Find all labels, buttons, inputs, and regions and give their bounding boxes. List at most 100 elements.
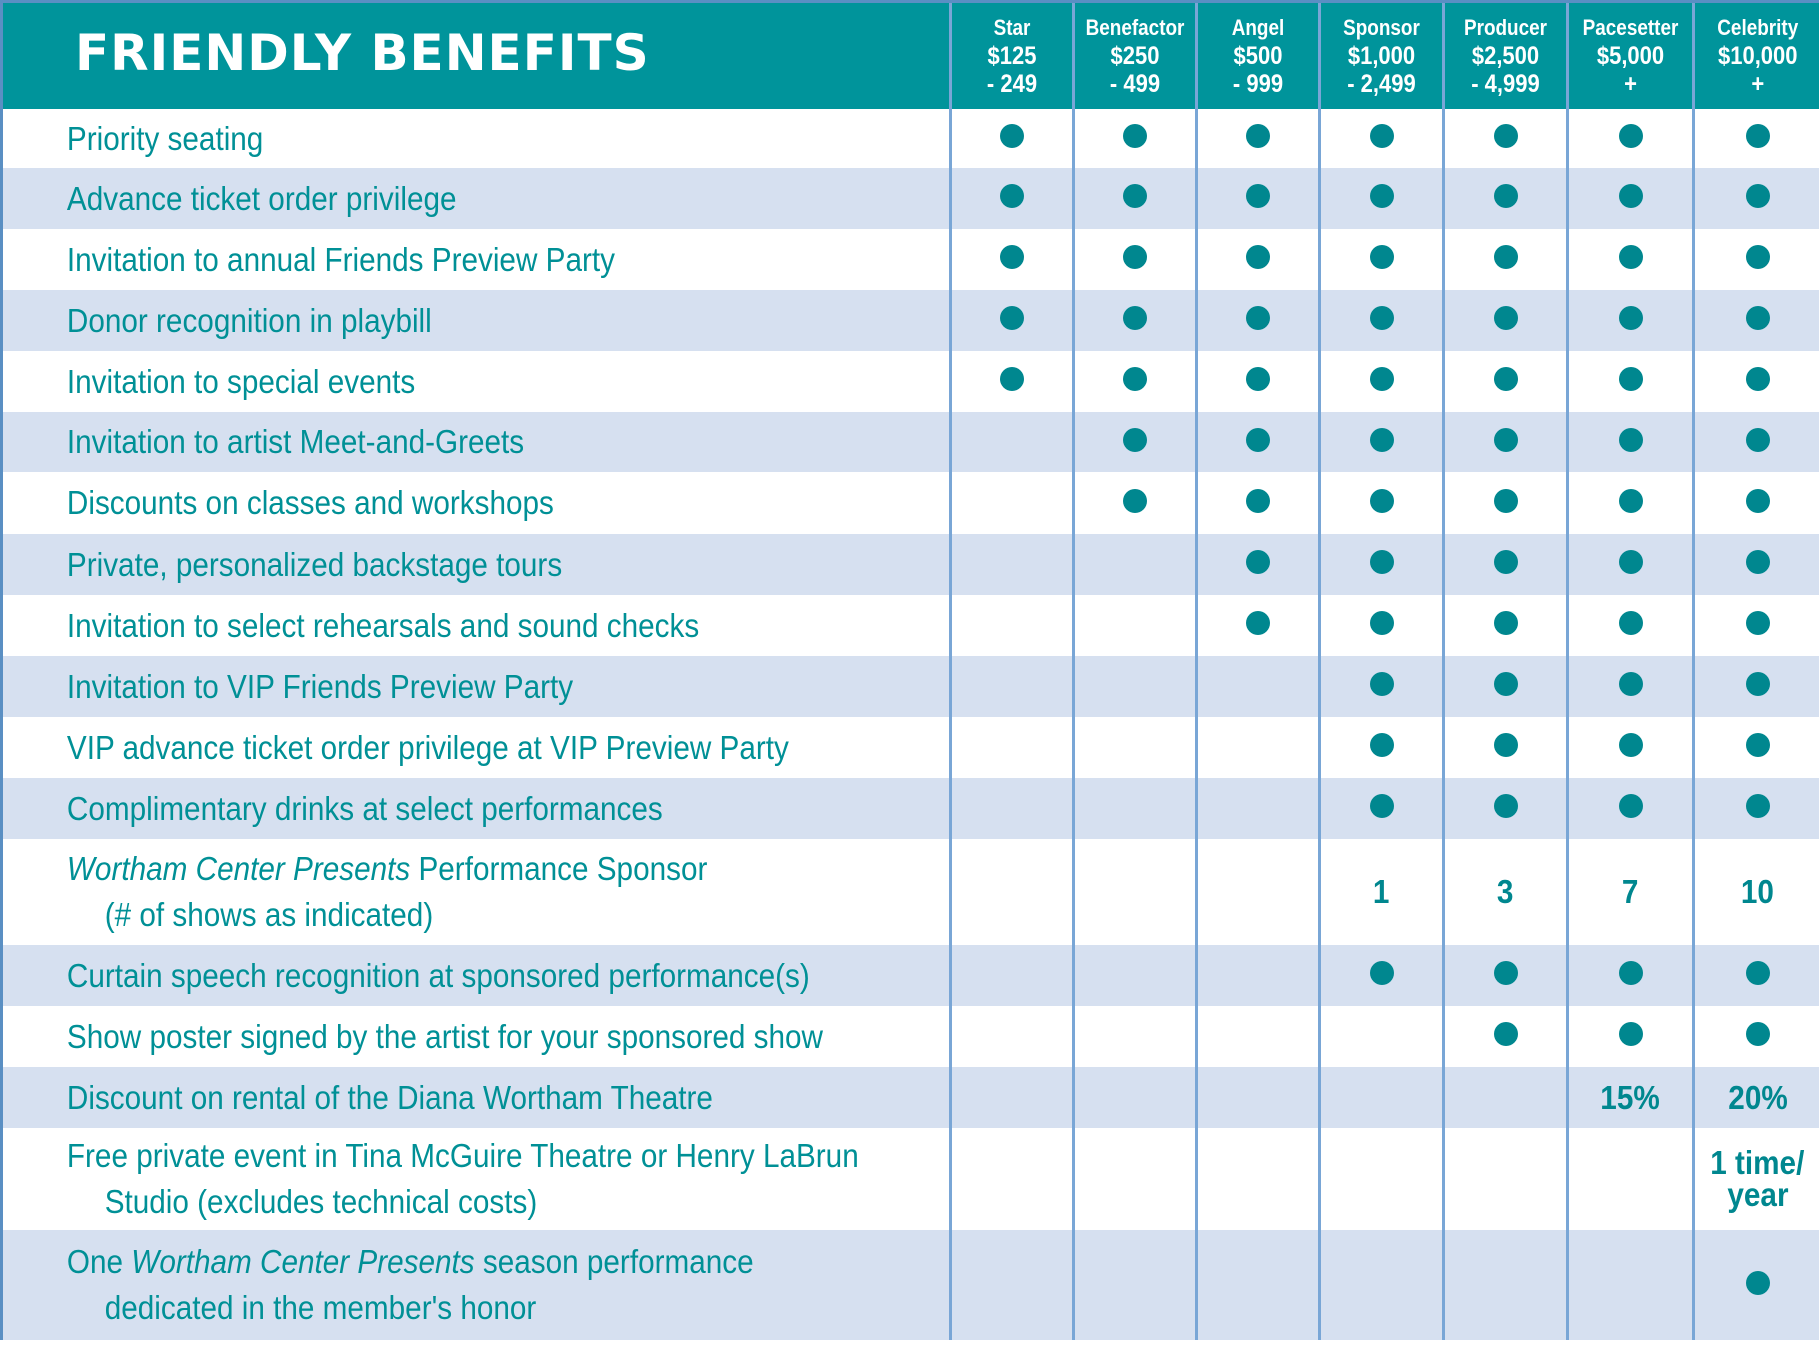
tier-cell-producer	[1442, 717, 1568, 778]
tier-cell-producer	[1442, 656, 1568, 717]
tier-cell-pacesetter	[1566, 168, 1694, 229]
tier-cell-star	[949, 656, 1074, 717]
benefit-text: Invitation to special events	[66, 362, 416, 400]
tier-cell-angel	[1195, 109, 1320, 168]
tier-range-amount: $500	[1233, 42, 1283, 70]
table-row: Free private event in Tina McGuire Theat…	[0, 1128, 1819, 1230]
tier-cell-sponsor	[1318, 412, 1444, 472]
tier-cell-star	[949, 168, 1074, 229]
tier-cell-celebrity	[1692, 472, 1819, 534]
tier-cell-pacesetter	[1566, 412, 1694, 472]
tier-header-star: Star $125- 249	[949, 0, 1074, 109]
benefit-text: season performance	[474, 1243, 754, 1280]
tier-cell-star	[949, 595, 1074, 656]
tier-header-sponsor: Sponsor $1,000- 2,499	[1318, 0, 1444, 109]
included-bullet-icon	[1369, 733, 1394, 757]
tier-cell-producer: 3	[1442, 839, 1568, 945]
included-bullet-icon	[1369, 794, 1394, 818]
included-bullet-icon	[1618, 124, 1643, 148]
benefit-text-line: dedicated in the member's honor	[3, 1285, 854, 1331]
benefit-text: Advance ticket order privilege	[66, 179, 457, 217]
included-bullet-icon	[1123, 367, 1147, 391]
included-bullet-icon	[1000, 306, 1024, 330]
tier-cell-celebrity	[1692, 290, 1819, 351]
table-row: Priority seating	[0, 109, 1819, 168]
included-bullet-icon	[1369, 611, 1394, 635]
benefit-text: dedicated in the member's honor	[104, 1289, 537, 1326]
tier-cell-celebrity	[1692, 717, 1819, 778]
included-bullet-icon	[1745, 611, 1770, 635]
tier-cell-angel	[1195, 229, 1320, 290]
tier-cell-sponsor	[1318, 1128, 1444, 1230]
included-bullet-icon	[1493, 306, 1518, 330]
tier-cell-angel	[1195, 778, 1320, 839]
tier-cell-pacesetter	[1566, 1006, 1694, 1067]
tier-name: Celebrity	[1717, 15, 1799, 40]
tier-cell-producer	[1442, 778, 1568, 839]
benefit-text: Priority seating	[66, 119, 264, 157]
benefit-label: Invitation to artist Meet-and-Greets	[0, 412, 951, 472]
tier-cell-sponsor	[1318, 351, 1444, 412]
benefit-label: Wortham Center Presents Performance Spon…	[0, 839, 951, 945]
tier-value: year	[1727, 1176, 1789, 1213]
tier-value: 3	[1497, 873, 1514, 910]
included-bullet-icon	[1618, 733, 1643, 757]
tier-cell-angel	[1195, 717, 1320, 778]
tier-name: Angel	[1231, 15, 1285, 40]
tier-cell-sponsor	[1318, 1006, 1444, 1067]
tier-cell-celebrity	[1692, 945, 1819, 1006]
table-row: Invitation to VIP Friends Preview Party	[0, 656, 1819, 717]
tier-cell-angel	[1195, 290, 1320, 351]
table-row: Invitation to annual Friends Preview Par…	[0, 229, 1819, 290]
benefit-text-line: Free private event in Tina McGuire Theat…	[3, 1133, 859, 1179]
included-bullet-icon	[1369, 488, 1394, 513]
benefit-label: Advance ticket order privilege	[0, 168, 951, 229]
benefit-label: Curtain speech recognition at sponsored …	[0, 945, 951, 1006]
included-bullet-icon	[1369, 124, 1394, 148]
tier-cell-star	[949, 229, 1074, 290]
included-bullet-icon	[1745, 488, 1770, 513]
tier-cell-pacesetter	[1566, 109, 1694, 168]
table-row: One Wortham Center Presents season perfo…	[0, 1230, 1819, 1340]
tier-cell-star	[949, 472, 1074, 534]
tier-cell-benefactor	[1072, 1128, 1197, 1230]
tier-cell-angel	[1195, 472, 1320, 534]
tier-cell-benefactor	[1072, 1006, 1197, 1067]
tier-cell-sponsor	[1318, 229, 1444, 290]
included-bullet-icon	[1745, 1022, 1770, 1046]
included-bullet-icon	[1493, 794, 1518, 818]
tier-cell-producer	[1442, 1128, 1568, 1230]
tier-cell-benefactor	[1072, 412, 1197, 472]
tier-cell-producer	[1442, 1067, 1568, 1128]
benefit-text: Private, personalized backstage tours	[66, 545, 563, 583]
benefit-text: Discounts on classes and workshops	[66, 484, 554, 521]
tier-cell-benefactor	[1072, 109, 1197, 168]
benefit-rows: Priority seating Advance ticket order pri…	[0, 109, 1819, 1340]
tier-range-upper: - 249	[986, 70, 1038, 98]
included-bullet-icon	[1618, 306, 1643, 330]
benefit-label: Free private event in Tina McGuire Theat…	[0, 1128, 951, 1230]
benefit-label: Priority seating	[0, 109, 951, 168]
tier-cell-star	[949, 945, 1074, 1006]
tier-range-amount: $125	[987, 42, 1037, 70]
included-bullet-icon	[1745, 124, 1770, 148]
tier-cell-benefactor	[1072, 290, 1197, 351]
table-row: Invitation to special events	[0, 351, 1819, 412]
tier-name: Sponsor	[1343, 15, 1420, 40]
included-bullet-icon	[1493, 184, 1518, 208]
included-bullet-icon	[1246, 550, 1270, 574]
tier-cell-celebrity	[1692, 1006, 1819, 1067]
benefit-text-line: Priority seating	[3, 116, 854, 162]
included-bullet-icon	[1745, 367, 1770, 391]
tier-range-amount: $2,500	[1471, 42, 1540, 70]
tier-name: Star	[993, 15, 1031, 40]
tier-cell-sponsor: 1	[1318, 839, 1444, 945]
benefit-label: Donor recognition in playbill	[0, 290, 951, 351]
tier-cell-pacesetter	[1566, 472, 1694, 534]
benefit-text-line: Studio (excludes technical costs)	[3, 1179, 854, 1225]
included-bullet-icon	[1745, 733, 1770, 757]
table-row: Wortham Center Presents Performance Spon…	[0, 839, 1819, 945]
tier-cell-benefactor	[1072, 945, 1197, 1006]
included-bullet-icon	[1246, 245, 1270, 269]
tier-value: 10	[1741, 873, 1775, 910]
